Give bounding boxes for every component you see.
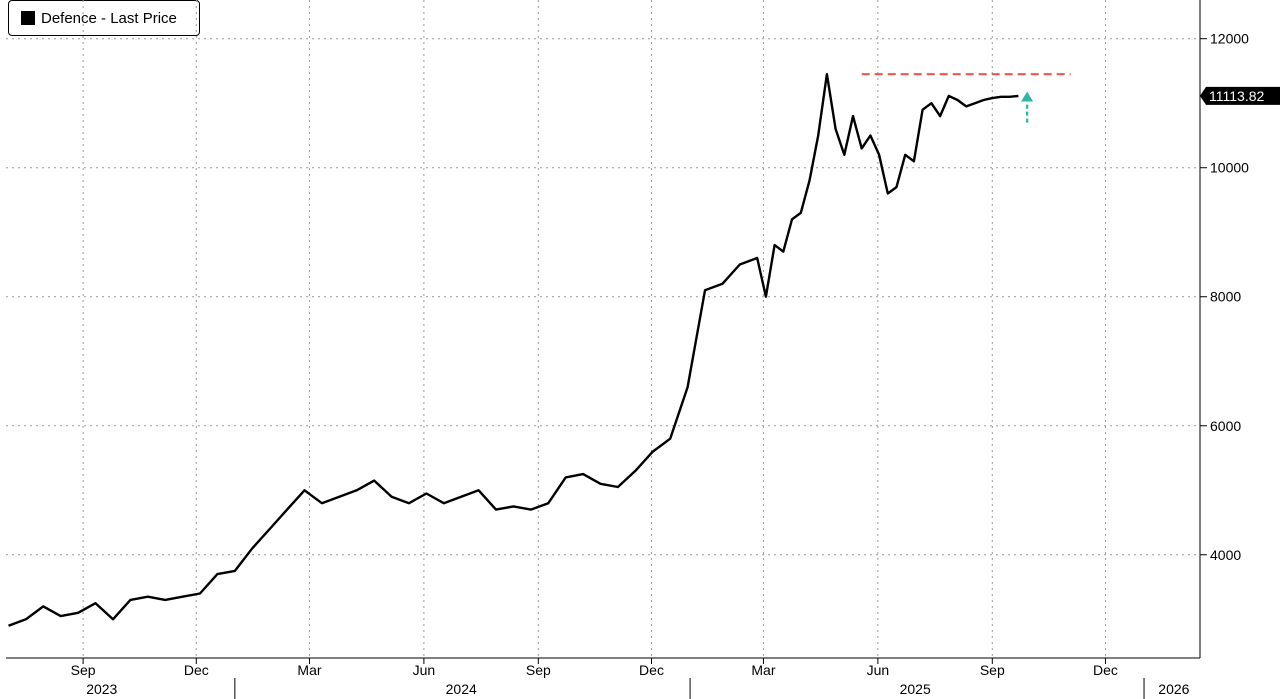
x-tick-label: Dec xyxy=(1093,662,1118,678)
year-label: 2024 xyxy=(446,681,477,697)
x-tick-label: Mar xyxy=(751,662,775,678)
grid-lines xyxy=(6,0,1200,658)
year-label: 2025 xyxy=(900,681,931,697)
x-tick-label: Jun xyxy=(867,662,890,678)
year-label: 2023 xyxy=(86,681,117,697)
year-label: 2026 xyxy=(1158,681,1189,697)
x-tick-label: Sep xyxy=(980,662,1005,678)
price-line xyxy=(8,72,1019,627)
y-tick-label: 6000 xyxy=(1210,418,1241,434)
y-tick-label: 8000 xyxy=(1210,289,1241,305)
last-price-marker: 11113.82 xyxy=(1200,86,1280,105)
x-tick-label: Sep xyxy=(71,662,96,678)
annotations xyxy=(861,73,1071,123)
x-tick-label: Dec xyxy=(639,662,664,678)
legend-label: Defence - Last Price xyxy=(41,9,177,27)
x-tick-label: Dec xyxy=(184,662,209,678)
y-tick-label: 4000 xyxy=(1210,547,1241,563)
tick-labels: 4000 6000 8000 10000 12000 Sep Dec Mar Jun Sep Dec… xyxy=(71,31,1249,697)
y-tick-label: 12000 xyxy=(1210,31,1249,47)
legend-swatch xyxy=(21,11,35,25)
x-tick-label: Jun xyxy=(413,662,436,678)
axes xyxy=(6,0,1207,699)
last-price-label: 11113.82 xyxy=(1209,88,1264,104)
y-tick-label: 10000 xyxy=(1210,160,1249,176)
arrow-head xyxy=(1021,91,1034,102)
x-tick-label: Mar xyxy=(297,662,321,678)
series-layer xyxy=(8,72,1019,627)
last-price-badge xyxy=(1200,86,1280,105)
chart-legend: Defence - Last Price xyxy=(8,0,200,36)
x-tick-label: Sep xyxy=(526,662,551,678)
